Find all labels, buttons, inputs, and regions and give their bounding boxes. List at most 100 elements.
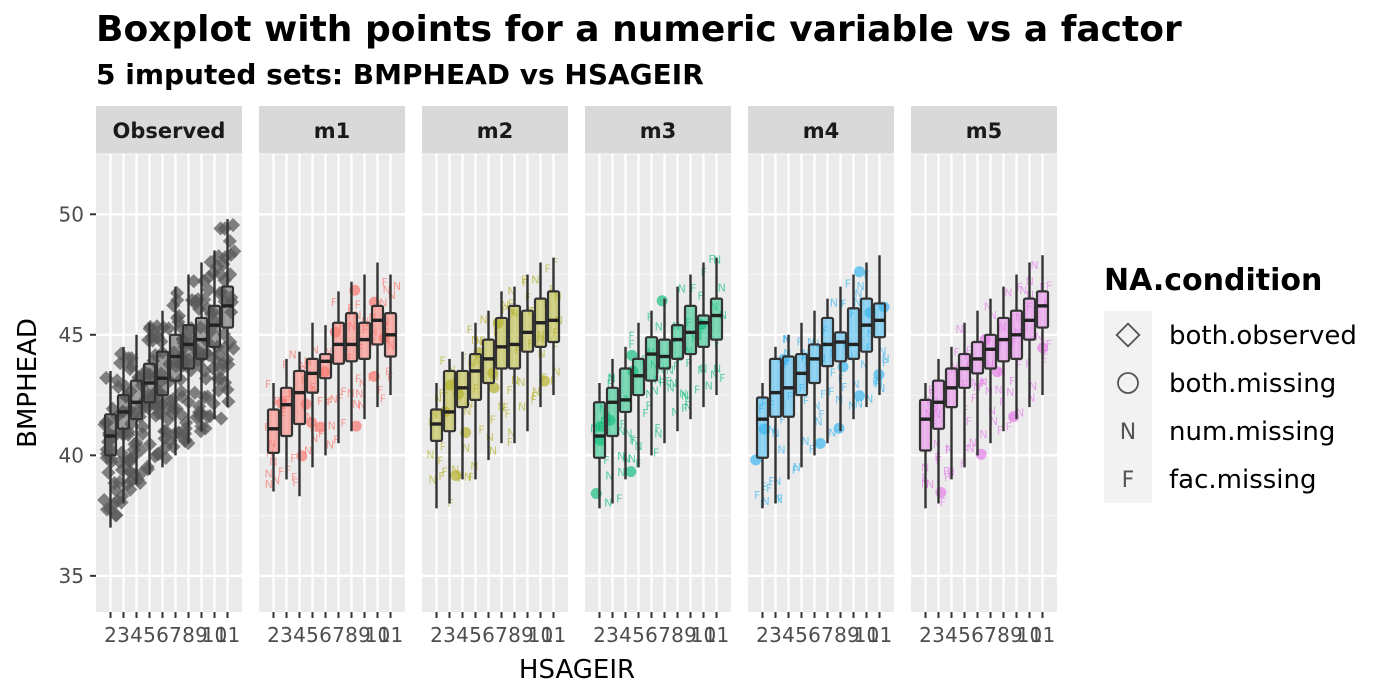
box [918,383,933,509]
x-tick-label: 7 [984,623,997,647]
imputed-point-label: N [379,297,387,310]
imputed-point-label: F [940,496,946,509]
imputed-point-label: N [782,333,790,346]
imputed-point-label: N [814,416,822,429]
imputed-point-label: N [761,495,769,508]
box-body [918,398,933,452]
imputed-point-label: F [754,489,760,502]
x-tick-label: 5 [469,623,482,647]
imputed-point-label: N [705,380,713,393]
imputed-point-label: N [666,364,674,377]
box-body [931,379,946,430]
imputed-point-label: F [1046,338,1052,351]
box [605,358,620,504]
box [546,257,561,396]
imputed-point-label: F [317,395,323,408]
x-tick-label: 6 [482,623,495,647]
imputed-point-label: N [783,347,791,360]
imputed-point-label: N [517,376,525,389]
box-body [755,396,770,459]
observation-point [200,409,215,424]
observation-point [114,495,129,510]
y-tick-label: 40 [59,443,84,467]
imputed-point-label: N [1035,331,1043,344]
box [683,274,698,420]
imputed-point-label: N [1029,380,1037,393]
imputed-point-label: F [1042,348,1048,361]
imputed-point-label: F [966,415,972,428]
imputed-point-label: N [801,435,809,448]
x-tick-label: 5 [306,623,319,647]
imputed-point-label: F [468,471,474,484]
observation-point [200,389,215,404]
imputed-point [656,295,668,307]
imputed-point-label: N [531,274,539,287]
imputed-point [853,390,865,402]
x-tick-label: 4 [945,623,958,647]
imputed-point-label: F [327,395,333,408]
imputed-point-label: N [775,493,783,506]
imputed-point-label: N [264,467,272,480]
imputed-point-label: F [820,388,826,401]
imputed-point-label: N [654,428,662,441]
box [820,298,835,444]
x-tick-label: 11 [378,623,403,647]
imputed-point-label: F [628,338,634,351]
x-tick-label: 2 [919,623,932,647]
x-tick-label: 4 [782,623,795,647]
imputed-point-label: F [619,418,625,431]
observation-point [124,359,139,374]
imputed-point-label: N [671,406,679,419]
facet-strip [259,106,405,154]
box-body [807,343,822,385]
imputed-point-label: N [352,398,360,411]
imputed-point-label: N [857,280,865,293]
box [644,310,659,456]
imputed-point-label: N [852,378,860,391]
x-tick-label: 6 [808,623,821,647]
facet-strip [911,106,1057,154]
x-tick-label: 11 [704,623,729,647]
box-body [833,331,848,363]
imputed-point-label: N [990,415,998,428]
imputed-point-label: F [1006,421,1012,434]
imputed-point-label: N [489,445,497,458]
imputed-point-label: F [521,273,527,286]
imputed-point-label: N [994,384,1002,397]
box [768,346,783,504]
x-tick-label: 8 [834,623,847,647]
x-tick-label: 3 [117,623,130,647]
imputed-point [488,382,500,394]
box [181,274,196,444]
imputed-point-label: F [552,256,558,269]
imputed-point-label: N [710,368,718,381]
box-body [683,304,698,356]
imputed-point-label: F [355,299,361,312]
imputed-point-label: N [464,471,472,484]
imputed-point [935,487,947,499]
imputed-point-label: F [803,395,809,408]
imputed-point-label: N [265,478,273,491]
imputed-point-label: F [437,454,443,467]
facet-panel: m3NNFNNNFNFNNNNFNFNNNNNFFFFFNFNFNFFNFNFN… [585,106,731,647]
imputed-point-label: N [310,422,318,435]
imputed-point-label: F [502,401,508,414]
imputed-point-label: F [698,289,704,302]
box [807,310,822,456]
box-body [983,333,998,370]
imputed-point-label: F [441,465,447,478]
imputed-point-label: N [854,288,862,301]
box-body [344,311,359,363]
facet-strip-label: m3 [640,119,677,143]
facet-panel: m4FFNFFFFFFNNNFNNFNFFFNFFNFFFNNFNNFFNNNF… [748,106,894,647]
imputed-point-label: F [438,470,444,483]
box [996,286,1011,432]
x-tick-label: 9 [521,623,534,647]
imputed-point-label: N [971,376,979,389]
observation-point [170,310,185,325]
letter-icon: F [1122,468,1135,493]
box [781,334,796,480]
imputed-point-label: N [326,439,334,452]
